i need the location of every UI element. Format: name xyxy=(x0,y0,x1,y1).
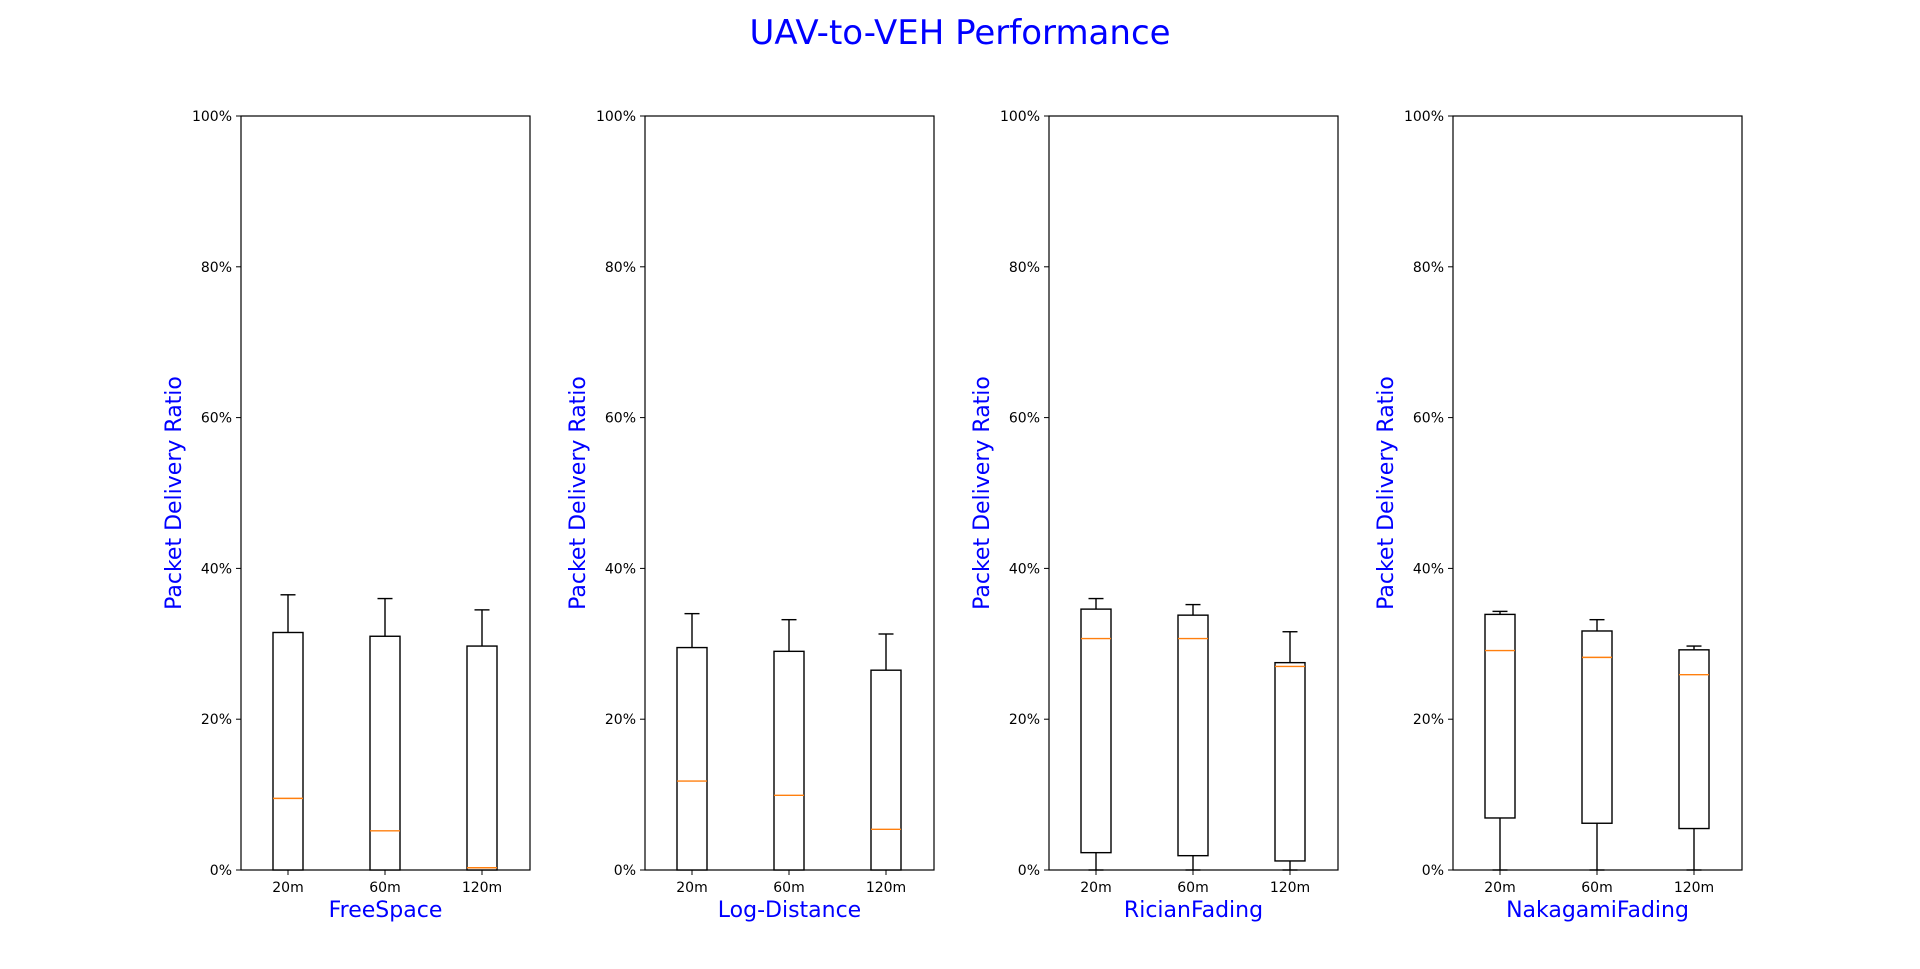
iqr-box xyxy=(1080,608,1112,854)
y-axis-label: Packet Delivery Ratio xyxy=(162,376,187,610)
y-tick-label: 20% xyxy=(1009,712,1040,728)
x-axis-label: Log-Distance xyxy=(718,898,861,923)
box-60m xyxy=(369,597,401,871)
box-60m xyxy=(1177,603,1209,871)
y-tick-label: 20% xyxy=(1413,712,1444,728)
subplot-2: 0% 20% 40% 60% 80% 100% 20m 60m 120m Log-Distance… xyxy=(566,109,935,923)
box-60m xyxy=(773,618,805,871)
box-120m xyxy=(1274,631,1306,871)
iqr-box xyxy=(1274,661,1306,862)
x-axis-label: RicianFading xyxy=(1124,898,1263,923)
x-tick-label: 20m xyxy=(676,880,707,896)
x-axis-label: NakagamiFading xyxy=(1506,898,1689,923)
y-axis-label: Packet Delivery Ratio xyxy=(1374,376,1399,610)
x-tick-label: 20m xyxy=(272,880,303,896)
y-tick-label: 40% xyxy=(1009,561,1040,577)
box-120m xyxy=(870,633,902,871)
y-tick-label: 80% xyxy=(1413,260,1444,276)
box-20m xyxy=(1080,597,1112,871)
iqr-box xyxy=(1484,613,1516,819)
y-tick-label: 60% xyxy=(1009,411,1040,427)
figure-title: UAV-to-VEH Performance xyxy=(749,13,1170,53)
x-tick-label: 120m xyxy=(866,880,906,896)
y-tick-label: 100% xyxy=(1404,109,1444,125)
x-tick-label: 60m xyxy=(773,880,804,896)
iqr-box xyxy=(1678,649,1710,830)
y-tick-label: 60% xyxy=(1413,411,1444,427)
x-tick-label: 20m xyxy=(1484,880,1515,896)
iqr-box xyxy=(870,669,902,871)
y-tick-label: 80% xyxy=(605,260,636,276)
y-tick-label: 20% xyxy=(605,712,636,728)
y-tick-label: 80% xyxy=(201,260,232,276)
y-tick-label: 40% xyxy=(201,561,232,577)
subplot-4: 0% 20% 40% 60% 80% 100% 20m 60m 120m NakagamiFadi… xyxy=(1374,109,1743,923)
box-20m xyxy=(1484,610,1516,871)
x-tick-label: 60m xyxy=(1177,880,1208,896)
subplot-1: 0% 20% 40% 60% 80% 100% 20m 60m 120m FreeSpace Pac… xyxy=(162,109,531,923)
x-axis-label: FreeSpace xyxy=(329,898,443,923)
subplots-group: 0% 20% 40% 60% 80% 100% 20m 60m 120m FreeSpace Pac… xyxy=(162,109,1743,923)
x-tick-label: 60m xyxy=(1581,880,1612,896)
x-tick-label: 120m xyxy=(462,880,502,896)
box-60m xyxy=(1581,618,1613,871)
y-tick-label: 0% xyxy=(210,863,232,879)
iqr-box xyxy=(369,635,401,871)
y-tick-label: 0% xyxy=(1018,863,1040,879)
y-tick-label: 100% xyxy=(1000,109,1040,125)
y-tick-label: 100% xyxy=(192,109,232,125)
box-20m xyxy=(676,612,708,871)
iqr-box xyxy=(272,631,304,871)
x-tick-label: 120m xyxy=(1270,880,1310,896)
box-120m xyxy=(1678,645,1710,871)
y-axis-label: Packet Delivery Ratio xyxy=(566,376,591,610)
y-tick-label: 60% xyxy=(605,411,636,427)
y-tick-label: 80% xyxy=(1009,260,1040,276)
y-tick-label: 100% xyxy=(596,109,636,125)
x-tick-label: 60m xyxy=(369,880,400,896)
subplot-3: 0% 20% 40% 60% 80% 100% 20m 60m 120m RicianFading… xyxy=(970,109,1339,923)
iqr-box xyxy=(466,645,498,871)
box-120m xyxy=(466,609,498,871)
y-tick-label: 0% xyxy=(614,863,636,879)
y-tick-label: 40% xyxy=(605,561,636,577)
iqr-box xyxy=(773,650,805,871)
y-tick-label: 0% xyxy=(1422,863,1444,879)
iqr-box xyxy=(1177,614,1209,857)
x-tick-label: 120m xyxy=(1674,880,1714,896)
y-tick-label: 20% xyxy=(201,712,232,728)
x-tick-label: 20m xyxy=(1080,880,1111,896)
box-20m xyxy=(272,594,304,871)
y-axis-label: Packet Delivery Ratio xyxy=(970,376,995,610)
iqr-box xyxy=(1581,630,1613,824)
y-tick-label: 60% xyxy=(201,411,232,427)
iqr-box xyxy=(676,646,708,871)
y-tick-label: 40% xyxy=(1413,561,1444,577)
